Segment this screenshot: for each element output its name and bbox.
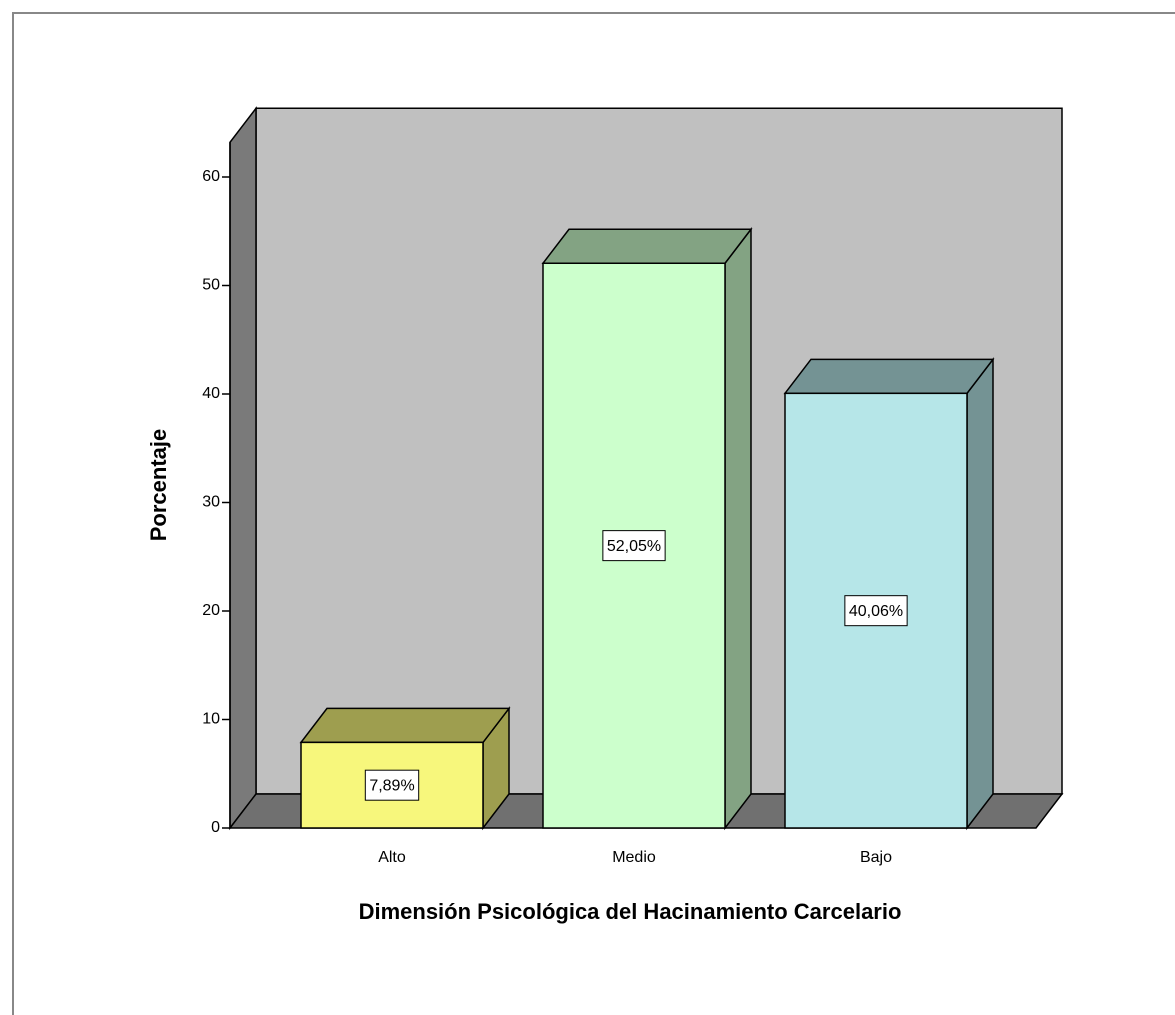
bar	[783, 357, 995, 831]
bar-top	[541, 228, 753, 265]
y-axis-label: Porcentaje	[146, 429, 171, 542]
y-tick-label: 40	[202, 385, 220, 402]
value-label: 7,89%	[369, 777, 414, 794]
y-tick-label: 20	[202, 602, 220, 619]
bar-top	[299, 707, 511, 744]
side-wall	[229, 106, 257, 831]
x-axis-label: Dimensión Psicológica del Hacinamiento C…	[359, 899, 902, 924]
value-label: 52,05%	[607, 538, 661, 555]
y-tick-label: 30	[202, 494, 220, 511]
value-label: 40,06%	[849, 603, 903, 620]
value-label-box	[364, 769, 420, 801]
bar	[299, 706, 511, 831]
bar-side	[966, 357, 994, 831]
y-tick-label: 50	[202, 277, 220, 294]
bar	[541, 227, 753, 831]
y-tick-label: 0	[211, 819, 220, 836]
x-tick-label: Medio	[612, 849, 656, 866]
x-tick-label: Bajo	[860, 849, 892, 866]
value-label-box	[844, 595, 908, 627]
bar-top	[783, 358, 995, 395]
value-label-box	[602, 530, 666, 562]
y-tick-label: 60	[202, 168, 220, 185]
bar-front	[300, 741, 484, 829]
bar-side	[724, 227, 752, 831]
y-tick-label: 10	[202, 711, 220, 728]
x-tick-label: Alto	[378, 849, 406, 866]
